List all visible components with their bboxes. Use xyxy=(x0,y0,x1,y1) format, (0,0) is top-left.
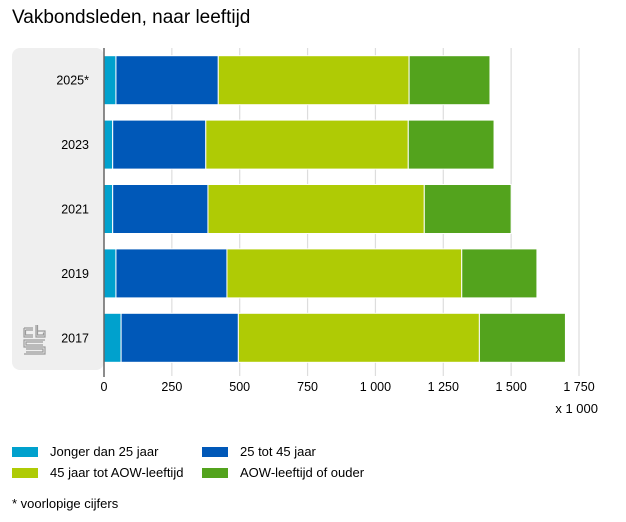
legend-item-jonger-dan-25: Jonger dan 25 jaar xyxy=(12,444,158,459)
bar-segment xyxy=(205,119,409,170)
bar-segment xyxy=(217,55,410,106)
bar-segment xyxy=(103,184,114,234)
bar-segment xyxy=(120,312,239,363)
x-tick-label: 0 xyxy=(101,380,108,394)
legend-label: Jonger dan 25 jaar xyxy=(50,444,159,459)
legend-item-45-tot-aow: 45 jaar tot AOW-leeftijd xyxy=(12,465,183,480)
bar-segment xyxy=(115,55,219,106)
bar-segment xyxy=(207,184,425,234)
bar-segment xyxy=(103,248,117,299)
category-label: 2025* xyxy=(56,74,89,88)
category-label: 2019 xyxy=(61,267,89,281)
x-tick-label: 1 000 xyxy=(360,380,391,394)
chart-area: 2025* 2023 2021 2019 2017 0 250 500 750 1 000 1 2… xyxy=(12,48,598,416)
bar-segment xyxy=(115,248,228,299)
category-labels: 2025* 2023 2021 2019 2017 xyxy=(56,74,89,346)
bar-segment xyxy=(478,312,566,363)
legend-label: 25 tot 45 jaar xyxy=(240,444,316,459)
legend-swatch xyxy=(202,467,228,478)
x-tick-label: 1 750 xyxy=(563,380,594,394)
legend-label: 45 jaar tot AOW-leeftijd xyxy=(50,465,184,480)
bar-segment xyxy=(461,248,538,299)
x-tick-label: 750 xyxy=(297,380,318,394)
x-tick-labels: 0 250 500 750 1 000 1 250 1 500 1 750 xyxy=(101,380,595,394)
bar-segment xyxy=(237,312,480,363)
x-tick-label: 1 250 xyxy=(428,380,459,394)
bar-segment xyxy=(103,119,114,170)
bar-segment xyxy=(407,119,495,170)
bars xyxy=(103,55,566,363)
x-tick-label: 500 xyxy=(229,380,250,394)
legend-item-25-tot-45: 25 tot 45 jaar xyxy=(202,444,316,459)
legend-item-aow-of-ouder: AOW-leeftijd of ouder xyxy=(202,465,364,480)
legend-swatch xyxy=(12,446,38,457)
x-tick-label: 1 500 xyxy=(496,380,527,394)
legend-swatch xyxy=(202,446,228,457)
category-label: 2021 xyxy=(61,203,89,217)
x-axis-unit-label: x 1 000 xyxy=(555,401,598,416)
bar-segment xyxy=(226,248,463,299)
bar-segment xyxy=(103,55,117,106)
footnote: * voorlopige cijfers xyxy=(12,496,119,511)
legend-label: AOW-leeftijd of ouder xyxy=(240,465,365,480)
bar-segment xyxy=(112,184,209,234)
bar-segment xyxy=(408,55,491,106)
category-panel xyxy=(12,48,104,370)
bar-segment xyxy=(423,184,512,234)
category-label: 2017 xyxy=(61,331,89,345)
bar-segment xyxy=(112,119,207,170)
cbs-logo-icon xyxy=(23,325,46,355)
x-tick-label: 250 xyxy=(161,380,182,394)
category-label: 2023 xyxy=(61,138,89,152)
bar-segment xyxy=(103,312,122,363)
legend-swatch xyxy=(12,467,38,478)
chart-title: Vakbondsleden, naar leeftijd xyxy=(12,7,251,28)
